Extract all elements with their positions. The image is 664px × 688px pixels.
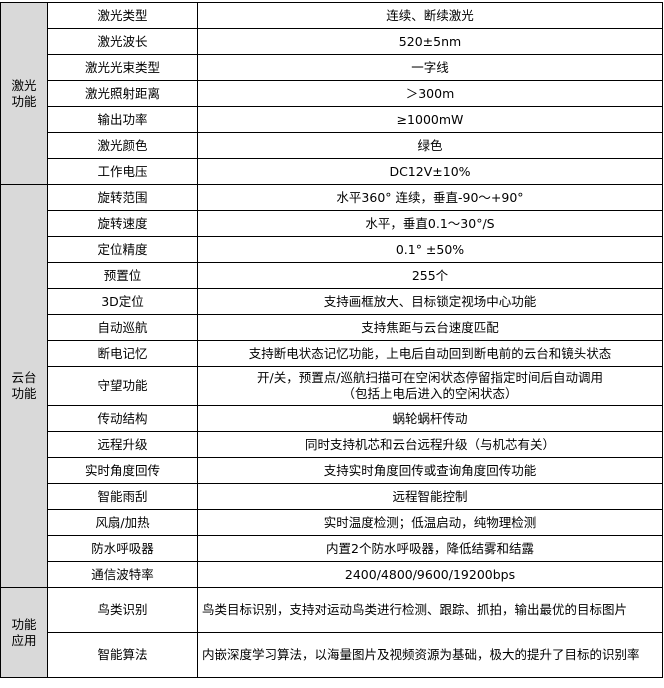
table-row: 功能 应用 鸟类识别 鸟类目标识别，支持对运动鸟类进行检测、跟踪、抓拍，输出最优的目标… [0, 587, 663, 678]
row-label: 实时角度回传 [47, 457, 198, 484]
row-label: 防水呼吸器 [47, 535, 198, 562]
row-label: 智能算法 [47, 632, 198, 678]
row-value: 开/关，预置点/巡航扫描可在空闲状态停留指定时间后自动调用 （包括上电后进入的空闲… [197, 366, 663, 406]
row-label: 激光光束类型 [47, 54, 198, 81]
table-row: 守望功能 开/关，预置点/巡航扫描可在空闲状态停留指定时间后自动调用 （包括上电后进… [1, 366, 663, 406]
row-label: 自动巡航 [47, 314, 198, 341]
row-value: 2400/4800/9600/19200bps [197, 561, 663, 588]
row-label: 智能雨刮 [47, 483, 198, 510]
row-value: 内置2个防水呼吸器，降低结雾和结露 [197, 535, 663, 562]
table-row: 旋转速度 水平，垂直0.1～30°/S [1, 210, 663, 237]
row-label: 旋转速度 [47, 210, 198, 237]
row-value: 实时温度检测；低温启动，纯物理检测 [197, 509, 663, 536]
row-value: 支持实时角度回传或查询角度回传功能 [197, 457, 663, 484]
row-value: 水平，垂直0.1～30°/S [197, 210, 663, 237]
row-value: 255个 [197, 262, 663, 289]
table-row: 激光光束类型 一字线 [1, 54, 663, 81]
row-value: 蜗轮蜗杆传动 [197, 405, 663, 432]
row-label: 激光颜色 [47, 132, 198, 159]
row-label: 工作电压 [47, 158, 198, 185]
row-value: 内嵌深度学习算法，以海量图片及视频资源为基础，极大的提升了目标的识别率 [197, 632, 663, 678]
row-label: 远程升级 [47, 431, 198, 458]
table-row: 自动巡航 支持焦距与云台速度匹配 [1, 314, 663, 341]
row-value: 鸟类目标识别，支持对运动鸟类进行检测、跟踪、抓拍，输出最优的目标图片 [197, 587, 663, 633]
table-row: 云台 功能 旋转范围 水平360° 连续，垂直-90～+90° [0, 184, 663, 588]
row-label: 激光类型 [47, 2, 198, 29]
table-row: 3D定位 支持画框放大、目标锁定视场中心功能 [1, 288, 663, 315]
table-row: 通信波特率 2400/4800/9600/19200bps [1, 561, 663, 588]
section-label-line: 应用 [11, 632, 37, 648]
row-value: 水平360° 连续，垂直-90～+90° [197, 184, 663, 211]
row-label: 风扇/加热 [47, 509, 198, 536]
section-label-line: 激光 [11, 77, 37, 93]
row-value: 绿色 [197, 132, 663, 159]
row-label: 预置位 [47, 262, 198, 289]
row-value: 520±5nm [197, 28, 663, 55]
row-label: 通信波特率 [47, 561, 198, 588]
table-row: 工作电压 DC12V±10% [1, 158, 663, 185]
row-value: 0.1° ±50% [197, 236, 663, 263]
row-label: 输出功率 [47, 106, 198, 133]
table-row: 智能算法 内嵌深度学习算法，以海量图片及视频资源为基础，极大的提升了目标的识别率 [1, 632, 663, 678]
row-value: 远程智能控制 [197, 483, 663, 510]
row-value-line: （包括上电后进入的空闲状态） [342, 386, 518, 401]
row-value: 同时支持机芯和云台远程升级（与机芯有关） [197, 431, 663, 458]
section-label-line: 功能 [11, 93, 37, 109]
table-row: 定位精度 0.1° ±50% [1, 236, 663, 263]
row-value-line: 开/关，预置点/巡航扫描可在空闲状态停留指定时间后自动调用 [257, 370, 603, 385]
table-row: 预置位 255个 [1, 262, 663, 289]
section-label-line: 功能 [11, 616, 37, 632]
row-value: 支持焦距与云台速度匹配 [197, 314, 663, 341]
table-row: 激光照射距离 ＞300m [1, 80, 663, 107]
table-row: 输出功率 ≥1000mW [1, 106, 663, 133]
row-label: 断电记忆 [47, 340, 198, 367]
table-row: 激光波长 520±5nm [1, 28, 663, 55]
table-row: 断电记忆 支持断电状态记忆功能，上电后自动回到断电前的云台和镜头状态 [1, 340, 663, 367]
section-label: 激光 功能 [0, 2, 48, 185]
section-label: 功能 应用 [0, 587, 48, 678]
section-label: 云台 功能 [0, 184, 48, 588]
row-label: 守望功能 [47, 366, 198, 406]
table-row: 智能雨刮 远程智能控制 [1, 483, 663, 510]
row-label: 定位精度 [47, 236, 198, 263]
row-value: 一字线 [197, 54, 663, 81]
row-label: 激光照射距离 [47, 80, 198, 107]
table-row: 传动结构 蜗轮蜗杆传动 [1, 405, 663, 432]
table-row: 防水呼吸器 内置2个防水呼吸器，降低结雾和结露 [1, 535, 663, 562]
row-label: 激光波长 [47, 28, 198, 55]
row-label: 鸟类识别 [47, 587, 198, 633]
row-label: 传动结构 [47, 405, 198, 432]
section-label-line: 云台 [11, 370, 37, 385]
row-value: 连续、断续激光 [197, 2, 663, 29]
table-row: 实时角度回传 支持实时角度回传或查询角度回传功能 [1, 457, 663, 484]
table-row: 激光 功能 激光类型 连续、断续激光 [0, 2, 663, 185]
row-label: 旋转范围 [47, 184, 198, 211]
row-value: DC12V±10% [197, 158, 663, 185]
row-value: 支持画框放大、目标锁定视场中心功能 [197, 288, 663, 315]
table-row: 风扇/加热 实时温度检测；低温启动，纯物理检测 [1, 509, 663, 536]
row-value: 支持断电状态记忆功能，上电后自动回到断电前的云台和镜头状态 [197, 340, 663, 367]
section-label-line: 功能 [11, 386, 37, 401]
row-value: ≥1000mW [197, 106, 663, 133]
table-row: 激光颜色 绿色 [1, 132, 663, 159]
row-value: ＞300m [197, 80, 663, 107]
table-row: 远程升级 同时支持机芯和云台远程升级（与机芯有关） [1, 431, 663, 458]
row-label: 3D定位 [47, 288, 198, 315]
